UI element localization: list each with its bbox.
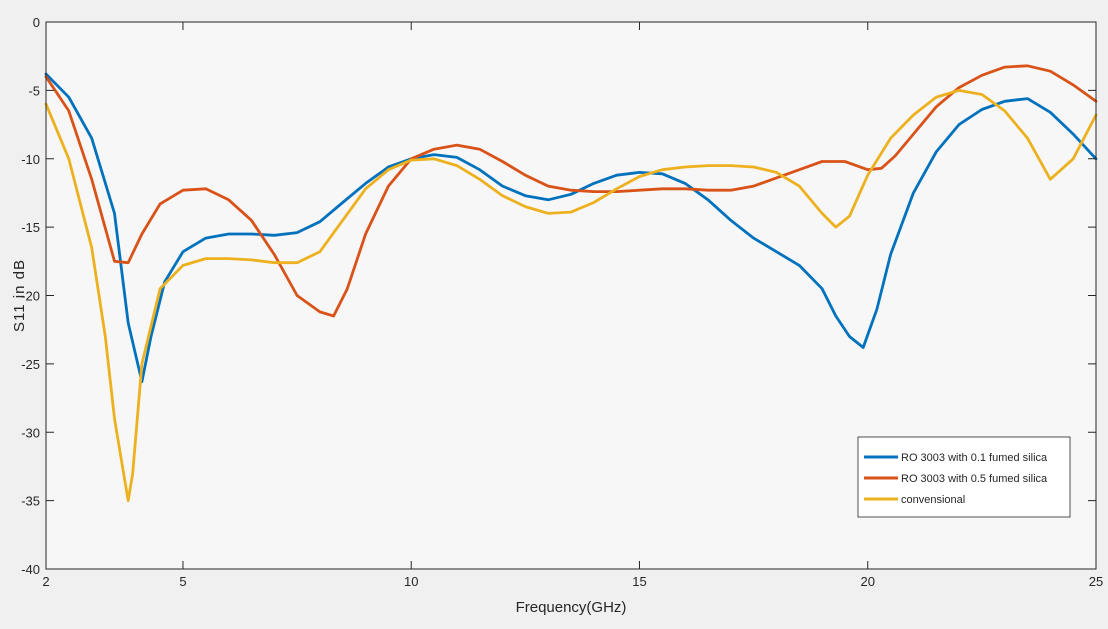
series-line-3 (44, 89, 1098, 502)
y-tick-label: -10 (21, 152, 40, 167)
x-tick-label: 15 (632, 574, 646, 589)
y-tick-label: -15 (21, 220, 40, 235)
y-tick-label: -40 (21, 562, 40, 577)
y-tick-label: -20 (21, 289, 40, 304)
x-tick-label: 5 (179, 574, 186, 589)
x-axis-title: Frequency(GHz) (516, 599, 627, 616)
x-tick-label: 2 (42, 574, 49, 589)
legend-label-1: RO 3003 with 0.1 fumed silica (901, 452, 1048, 464)
x-tick-label: 10 (404, 574, 418, 589)
x-tick-label: 25 (1089, 574, 1103, 589)
legend-label-3: convensional (901, 494, 965, 506)
y-tick-label: -30 (21, 425, 40, 440)
y-tick-label: 0 (33, 15, 40, 30)
y-tick-label: -35 (21, 494, 40, 509)
y-tick-label: -25 (21, 357, 40, 372)
legend-label-2: RO 3003 with 0.5 fumed silica (901, 473, 1048, 485)
y-tick-label: -5 (28, 83, 40, 98)
series-line-2 (44, 64, 1098, 318)
legend: RO 3003 with 0.1 fumed silica RO 3003 wit… (857, 436, 1071, 518)
x-tick-label: 20 (861, 574, 875, 589)
series-line-1 (44, 72, 1098, 384)
y-axis-title: S11 in dB (11, 259, 28, 332)
